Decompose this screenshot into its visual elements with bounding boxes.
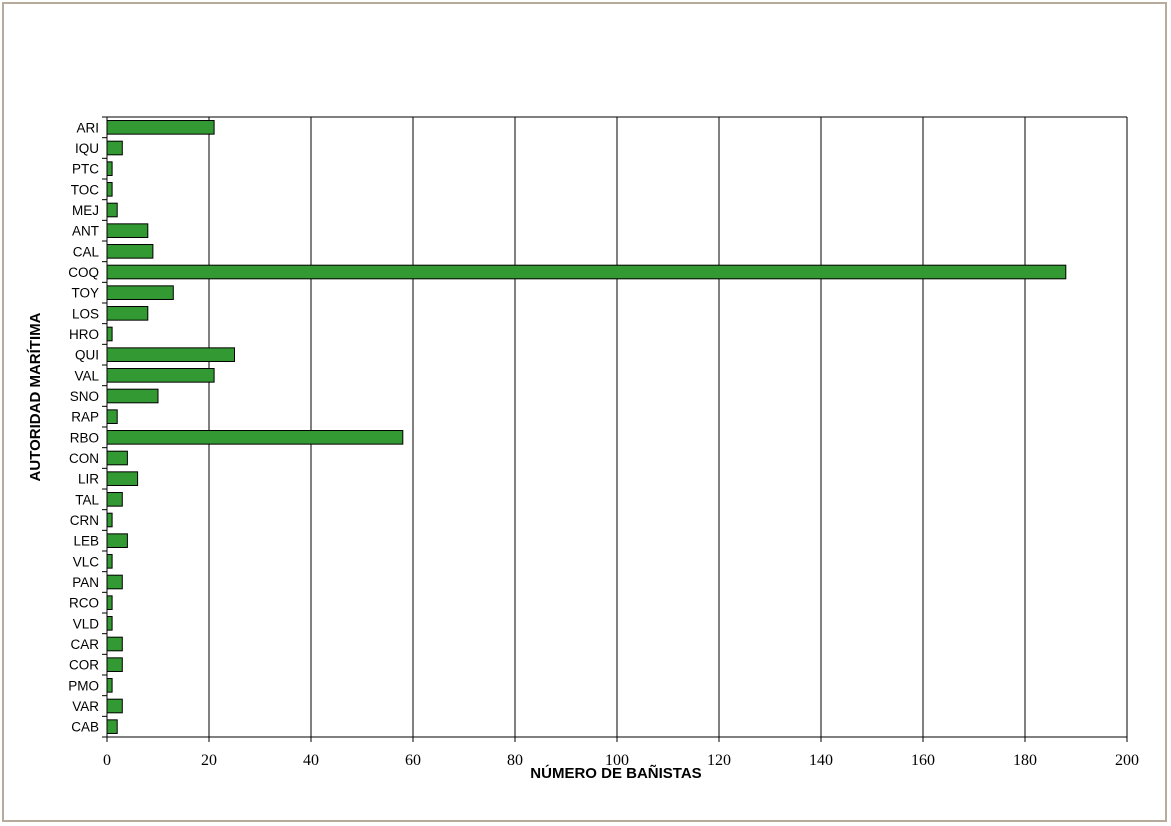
x-axis-title: NÚMERO DE BAÑISTAS [530, 764, 701, 782]
category-label-val: VAL [74, 368, 99, 383]
category-label-los: LOS [72, 306, 99, 321]
bar-vld [106, 616, 113, 631]
bar-los [106, 306, 149, 321]
bars [106, 120, 1067, 734]
bar-toy [106, 285, 174, 300]
x-tick-label-40: 40 [303, 752, 319, 769]
category-label-ari: ARI [76, 120, 99, 135]
bar-qui [106, 347, 235, 362]
x-tick-label-80: 80 [507, 752, 523, 769]
x-tick-label-20: 20 [201, 752, 217, 769]
category-label-ptc: PTC [72, 162, 99, 177]
bar-iqu [106, 140, 123, 156]
bar-con [106, 450, 128, 466]
bar-lir [106, 471, 139, 486]
category-label-toc: TOC [71, 182, 100, 197]
bar-hro [106, 326, 113, 342]
bar-ant [106, 223, 149, 238]
x-tick-label-120: 120 [707, 752, 731, 769]
bar-pan [106, 574, 123, 590]
category-label-vld: VLD [73, 616, 100, 631]
category-label-vlc: VLC [73, 554, 100, 569]
bar-rbo [106, 430, 404, 445]
bar-rap [106, 409, 118, 424]
bar-pmo [106, 678, 113, 693]
bar-vlc [106, 554, 113, 569]
bar-cab [106, 719, 118, 734]
x-tick-label-60: 60 [405, 752, 421, 769]
category-label-cal: CAL [73, 244, 100, 259]
bar-rco [106, 595, 113, 610]
category-label-pan: PAN [72, 575, 99, 590]
bar-var [106, 698, 123, 714]
axes [102, 116, 1128, 742]
category-label-con: CON [69, 451, 99, 466]
category-label-crn: CRN [70, 513, 99, 528]
x-tick-label-160: 160 [911, 752, 935, 769]
bar-sno [106, 388, 159, 404]
category-label-mej: MEJ [72, 203, 99, 218]
x-tick-labels: 0 20 40 60 80 100 120 140 160 180 200 [103, 752, 1139, 769]
bar-tal [106, 492, 123, 507]
x-tick-label-180: 180 [1013, 752, 1037, 769]
category-label-lir: LIR [78, 472, 99, 487]
bar-val [106, 368, 215, 383]
category-label-hro: HRO [69, 327, 99, 342]
bar-cal [106, 244, 154, 259]
bar-car [106, 636, 123, 652]
gridlines [208, 117, 1128, 737]
x-tick-label-100: 100 [605, 752, 629, 769]
bar-cor [106, 657, 123, 672]
category-label-rbo: RBO [70, 430, 99, 445]
bar-ari [106, 120, 215, 135]
category-label-ant: ANT [72, 224, 99, 239]
category-label-var: VAR [72, 699, 99, 714]
x-tick-label-0: 0 [103, 752, 111, 769]
category-labels: ARI IQU PTC TOC MEJ ANT CAL COQ TOY LOS HRO QUI VAL S… [68, 120, 99, 734]
category-label-rco: RCO [69, 596, 99, 611]
category-label-sno: SNO [70, 389, 99, 404]
bar-crn [106, 512, 113, 528]
y-axis-title: AUTORIDAD MARÍTIMA [27, 312, 44, 481]
category-label-tal: TAL [75, 492, 99, 507]
x-tick-label-140: 140 [809, 752, 833, 769]
category-label-pmo: PMO [68, 678, 99, 693]
category-label-rap: RAP [71, 410, 99, 425]
category-label-leb: LEB [73, 534, 99, 549]
bar-ptc [106, 161, 113, 176]
category-label-cor: COR [69, 658, 99, 673]
category-label-toy: TOY [71, 286, 99, 301]
x-tick-label-200: 200 [1115, 752, 1139, 769]
bar-toc [106, 182, 113, 197]
category-label-car: CAR [70, 637, 99, 652]
bar-mej [106, 202, 118, 218]
category-label-cab: CAB [71, 720, 99, 735]
bar-leb [106, 533, 128, 548]
category-label-coq: COQ [68, 265, 99, 280]
category-label-iqu: IQU [75, 141, 99, 156]
category-label-qui: QUI [75, 348, 99, 363]
bar-coq [106, 264, 1067, 280]
